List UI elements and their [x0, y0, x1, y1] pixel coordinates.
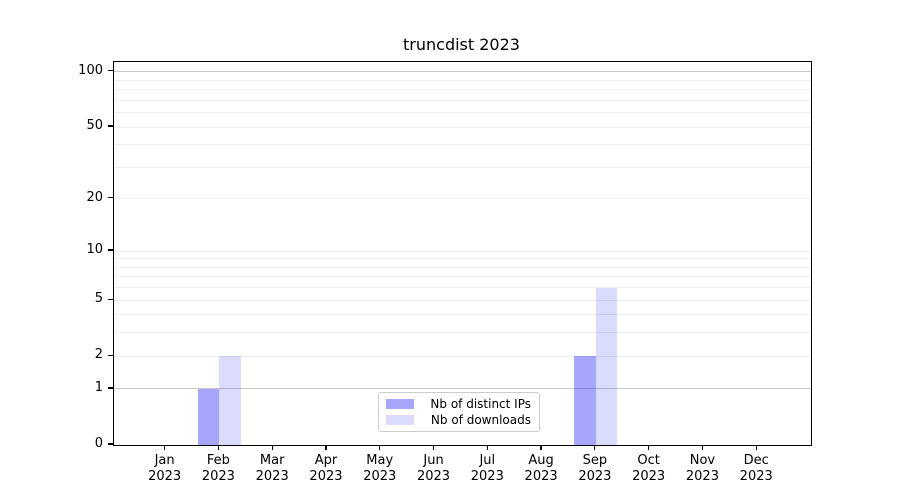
legend-item-downloads: Nb of downloads [386, 413, 531, 427]
x-axis-month: Nov [689, 453, 716, 468]
x-axis-year: 2023 [201, 469, 235, 484]
plot-area [113, 61, 812, 446]
x-axis-month: Sep [582, 453, 608, 468]
y-axis-tick [108, 298, 113, 300]
x-axis-year: 2023 [524, 469, 558, 484]
x-axis-month: May [366, 453, 394, 468]
x-axis-year: 2023 [578, 469, 612, 484]
x-axis-year: 2023 [255, 469, 289, 484]
y-axis-tick-label: 10 [86, 242, 103, 258]
chart-title: truncdist 2023 [403, 35, 520, 54]
grid-line-minor [114, 79, 811, 81]
y-axis-tick-label: 1 [94, 379, 103, 395]
x-axis-month: Jul [479, 453, 496, 468]
x-axis-tick [486, 445, 488, 451]
y-axis-tick-label: 20 [86, 189, 103, 205]
y-axis-tick-label: 5 [94, 291, 103, 307]
grid-line-minor [114, 126, 811, 128]
bar-distinct-ips [574, 356, 596, 445]
x-axis-month: Jan [154, 453, 175, 468]
x-axis-year: 2023 [470, 469, 504, 484]
x-axis-year: 2023 [148, 469, 182, 484]
grid-line-minor [114, 276, 811, 278]
grid-line-minor [114, 144, 811, 146]
y-axis-tick [108, 125, 113, 127]
x-axis-year: 2023 [632, 469, 666, 484]
x-axis-tick [325, 445, 327, 451]
y-axis-tick [108, 387, 113, 389]
x-axis-tick [164, 445, 166, 451]
grid-line-minor [114, 332, 811, 334]
x-axis-year: 2023 [739, 469, 773, 484]
y-axis-tick [108, 197, 113, 199]
legend-label-downloads: Nb of downloads [430, 413, 531, 427]
grid-line-minor [114, 355, 811, 357]
grid-line-major [114, 388, 811, 390]
x-axis-tick-label: Mar 2023 [240, 453, 304, 485]
y-axis-tick [108, 354, 113, 356]
grid-line-minor [114, 99, 811, 101]
x-axis-tick-label: Jul 2023 [455, 453, 519, 485]
legend-swatch-downloads [386, 415, 414, 425]
bar-downloads [219, 356, 241, 445]
y-axis-tick-label: 50 [86, 118, 103, 134]
x-axis-tick-label: Jun 2023 [402, 453, 466, 485]
x-axis-month: Feb [206, 453, 230, 468]
x-axis-tick-label: Aug 2023 [509, 453, 573, 485]
grid-line-minor [114, 250, 811, 252]
y-axis-tick [108, 443, 113, 445]
x-axis-tick [701, 445, 704, 451]
grid-line-minor [114, 166, 811, 168]
x-axis-month: Oct [637, 453, 660, 468]
x-axis-tick [648, 445, 650, 451]
grid-line-major [114, 71, 811, 73]
bar-downloads [595, 287, 618, 445]
x-axis-tick [755, 445, 757, 451]
x-axis-tick-label: May 2023 [348, 453, 412, 485]
legend-item-distinct-ips: Nb of distinct IPs [386, 397, 531, 411]
grid-line-minor [114, 112, 811, 114]
x-axis-month: Mar [259, 453, 285, 468]
x-axis-month: Aug [528, 453, 554, 468]
x-axis-tick-label: Sep 2023 [563, 453, 627, 485]
x-axis-tick [432, 445, 435, 451]
legend: Nb of distinct IPs Nb of downloads [378, 392, 540, 432]
x-axis-tick-label: Nov 2023 [670, 453, 734, 485]
x-axis-tick [379, 445, 381, 451]
x-axis-year: 2023 [363, 469, 397, 484]
x-axis-year: 2023 [309, 469, 343, 484]
grid-line-minor [114, 89, 811, 91]
x-axis-tick [217, 445, 219, 451]
grid-line-minor [114, 258, 811, 260]
grid-line-minor [114, 198, 811, 200]
x-axis-tick-label: Feb 2023 [186, 453, 250, 485]
y-axis-tick-label: 2 [94, 347, 103, 363]
x-axis-year: 2023 [685, 469, 719, 484]
y-axis-tick [108, 249, 113, 251]
grid-line-minor [114, 299, 811, 301]
legend-swatch-distinct-ips [386, 399, 414, 409]
x-axis-month: Apr [314, 453, 338, 468]
grid-line-minor [114, 287, 811, 289]
x-axis-tick [271, 445, 273, 451]
x-axis-tick-label: Apr 2023 [294, 453, 358, 485]
bar-distinct-ips [197, 388, 220, 445]
legend-label-distinct-ips: Nb of distinct IPs [430, 397, 531, 411]
x-axis-tick [540, 445, 542, 451]
y-axis-tick [108, 70, 113, 72]
x-axis-month: Jun [423, 453, 444, 468]
x-axis-year: 2023 [416, 469, 451, 484]
x-axis-tick-label: Oct 2023 [617, 453, 681, 485]
grid-line-minor [114, 266, 811, 268]
x-axis-tick [594, 445, 596, 451]
x-axis-month: Dec [743, 453, 769, 468]
x-axis-tick-label: Jan 2023 [133, 453, 197, 485]
x-axis-tick-label: Dec 2023 [724, 453, 788, 485]
grid-line-minor [114, 314, 811, 316]
y-axis-tick-label: 100 [78, 62, 103, 78]
y-axis-tick-label: 0 [94, 436, 103, 451]
